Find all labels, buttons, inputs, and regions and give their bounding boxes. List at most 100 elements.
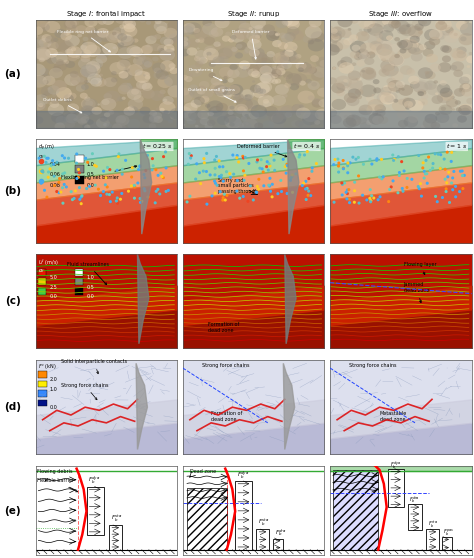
Circle shape (429, 37, 440, 45)
Circle shape (406, 24, 410, 27)
Text: Strong force chains: Strong force chains (61, 383, 109, 400)
Circle shape (75, 49, 84, 56)
Point (390, 156, 397, 165)
Circle shape (275, 107, 292, 119)
Circle shape (357, 52, 361, 55)
Circle shape (284, 76, 289, 80)
Point (252, 187, 260, 196)
Circle shape (379, 30, 393, 41)
Circle shape (45, 21, 60, 33)
Circle shape (160, 37, 171, 45)
Circle shape (48, 85, 60, 94)
Circle shape (314, 120, 320, 124)
Circle shape (244, 109, 247, 111)
Circle shape (189, 88, 204, 98)
Circle shape (71, 80, 78, 85)
Point (266, 181, 273, 190)
Point (164, 186, 172, 195)
Point (115, 150, 123, 158)
Circle shape (344, 93, 357, 103)
Point (242, 153, 249, 162)
Circle shape (90, 28, 97, 33)
Point (309, 163, 316, 172)
Point (346, 198, 353, 207)
Point (340, 164, 347, 173)
Circle shape (403, 117, 418, 128)
Point (113, 166, 121, 175)
Point (118, 165, 126, 174)
Circle shape (133, 39, 138, 42)
Point (73, 158, 80, 167)
Point (344, 169, 352, 177)
Bar (38, 288, 46, 295)
Circle shape (40, 68, 49, 75)
Circle shape (30, 39, 44, 50)
Circle shape (227, 69, 240, 78)
Circle shape (84, 45, 101, 57)
Text: 2.5: 2.5 (50, 285, 57, 290)
Circle shape (114, 33, 121, 39)
Point (366, 194, 374, 203)
Text: $d_p$ (m): $d_p$ (m) (38, 142, 55, 153)
Circle shape (308, 80, 320, 90)
Circle shape (354, 54, 363, 60)
Circle shape (84, 97, 91, 101)
Point (200, 167, 207, 176)
Circle shape (108, 110, 112, 113)
Circle shape (115, 16, 126, 24)
Circle shape (88, 30, 104, 42)
Point (135, 165, 142, 174)
Point (271, 166, 279, 175)
Circle shape (275, 18, 288, 28)
Circle shape (260, 65, 272, 75)
Circle shape (86, 69, 93, 73)
Circle shape (380, 93, 395, 104)
Circle shape (122, 19, 136, 29)
Circle shape (325, 44, 340, 56)
Point (254, 182, 261, 191)
Circle shape (235, 104, 248, 114)
Point (423, 179, 431, 187)
Point (437, 164, 444, 173)
Circle shape (84, 110, 91, 116)
Point (219, 196, 227, 205)
Circle shape (185, 22, 201, 35)
Point (452, 193, 459, 201)
Circle shape (350, 41, 366, 53)
FancyBboxPatch shape (75, 176, 84, 184)
Point (92, 162, 100, 171)
Text: 0.0: 0.0 (50, 294, 57, 299)
Circle shape (165, 36, 177, 45)
Circle shape (100, 116, 107, 122)
Point (367, 198, 374, 206)
Point (69, 195, 76, 204)
Circle shape (381, 58, 386, 61)
Circle shape (34, 47, 51, 60)
Point (41, 186, 48, 195)
Circle shape (146, 45, 150, 47)
Circle shape (380, 87, 392, 95)
Circle shape (453, 70, 463, 77)
Point (370, 194, 378, 203)
Bar (235, 481, 252, 550)
Circle shape (460, 23, 474, 36)
Circle shape (63, 60, 69, 64)
Circle shape (286, 19, 300, 29)
Point (187, 153, 194, 162)
Circle shape (268, 118, 284, 130)
Point (217, 187, 224, 196)
Circle shape (118, 85, 130, 94)
Circle shape (364, 19, 377, 30)
Point (360, 160, 367, 169)
Point (211, 177, 219, 186)
Point (55, 188, 63, 197)
Point (219, 193, 227, 202)
Circle shape (207, 100, 223, 113)
Circle shape (112, 46, 116, 49)
Circle shape (458, 105, 472, 116)
Circle shape (454, 88, 465, 97)
Circle shape (388, 82, 395, 88)
Circle shape (111, 78, 118, 83)
Circle shape (229, 64, 238, 70)
Point (75, 165, 82, 174)
